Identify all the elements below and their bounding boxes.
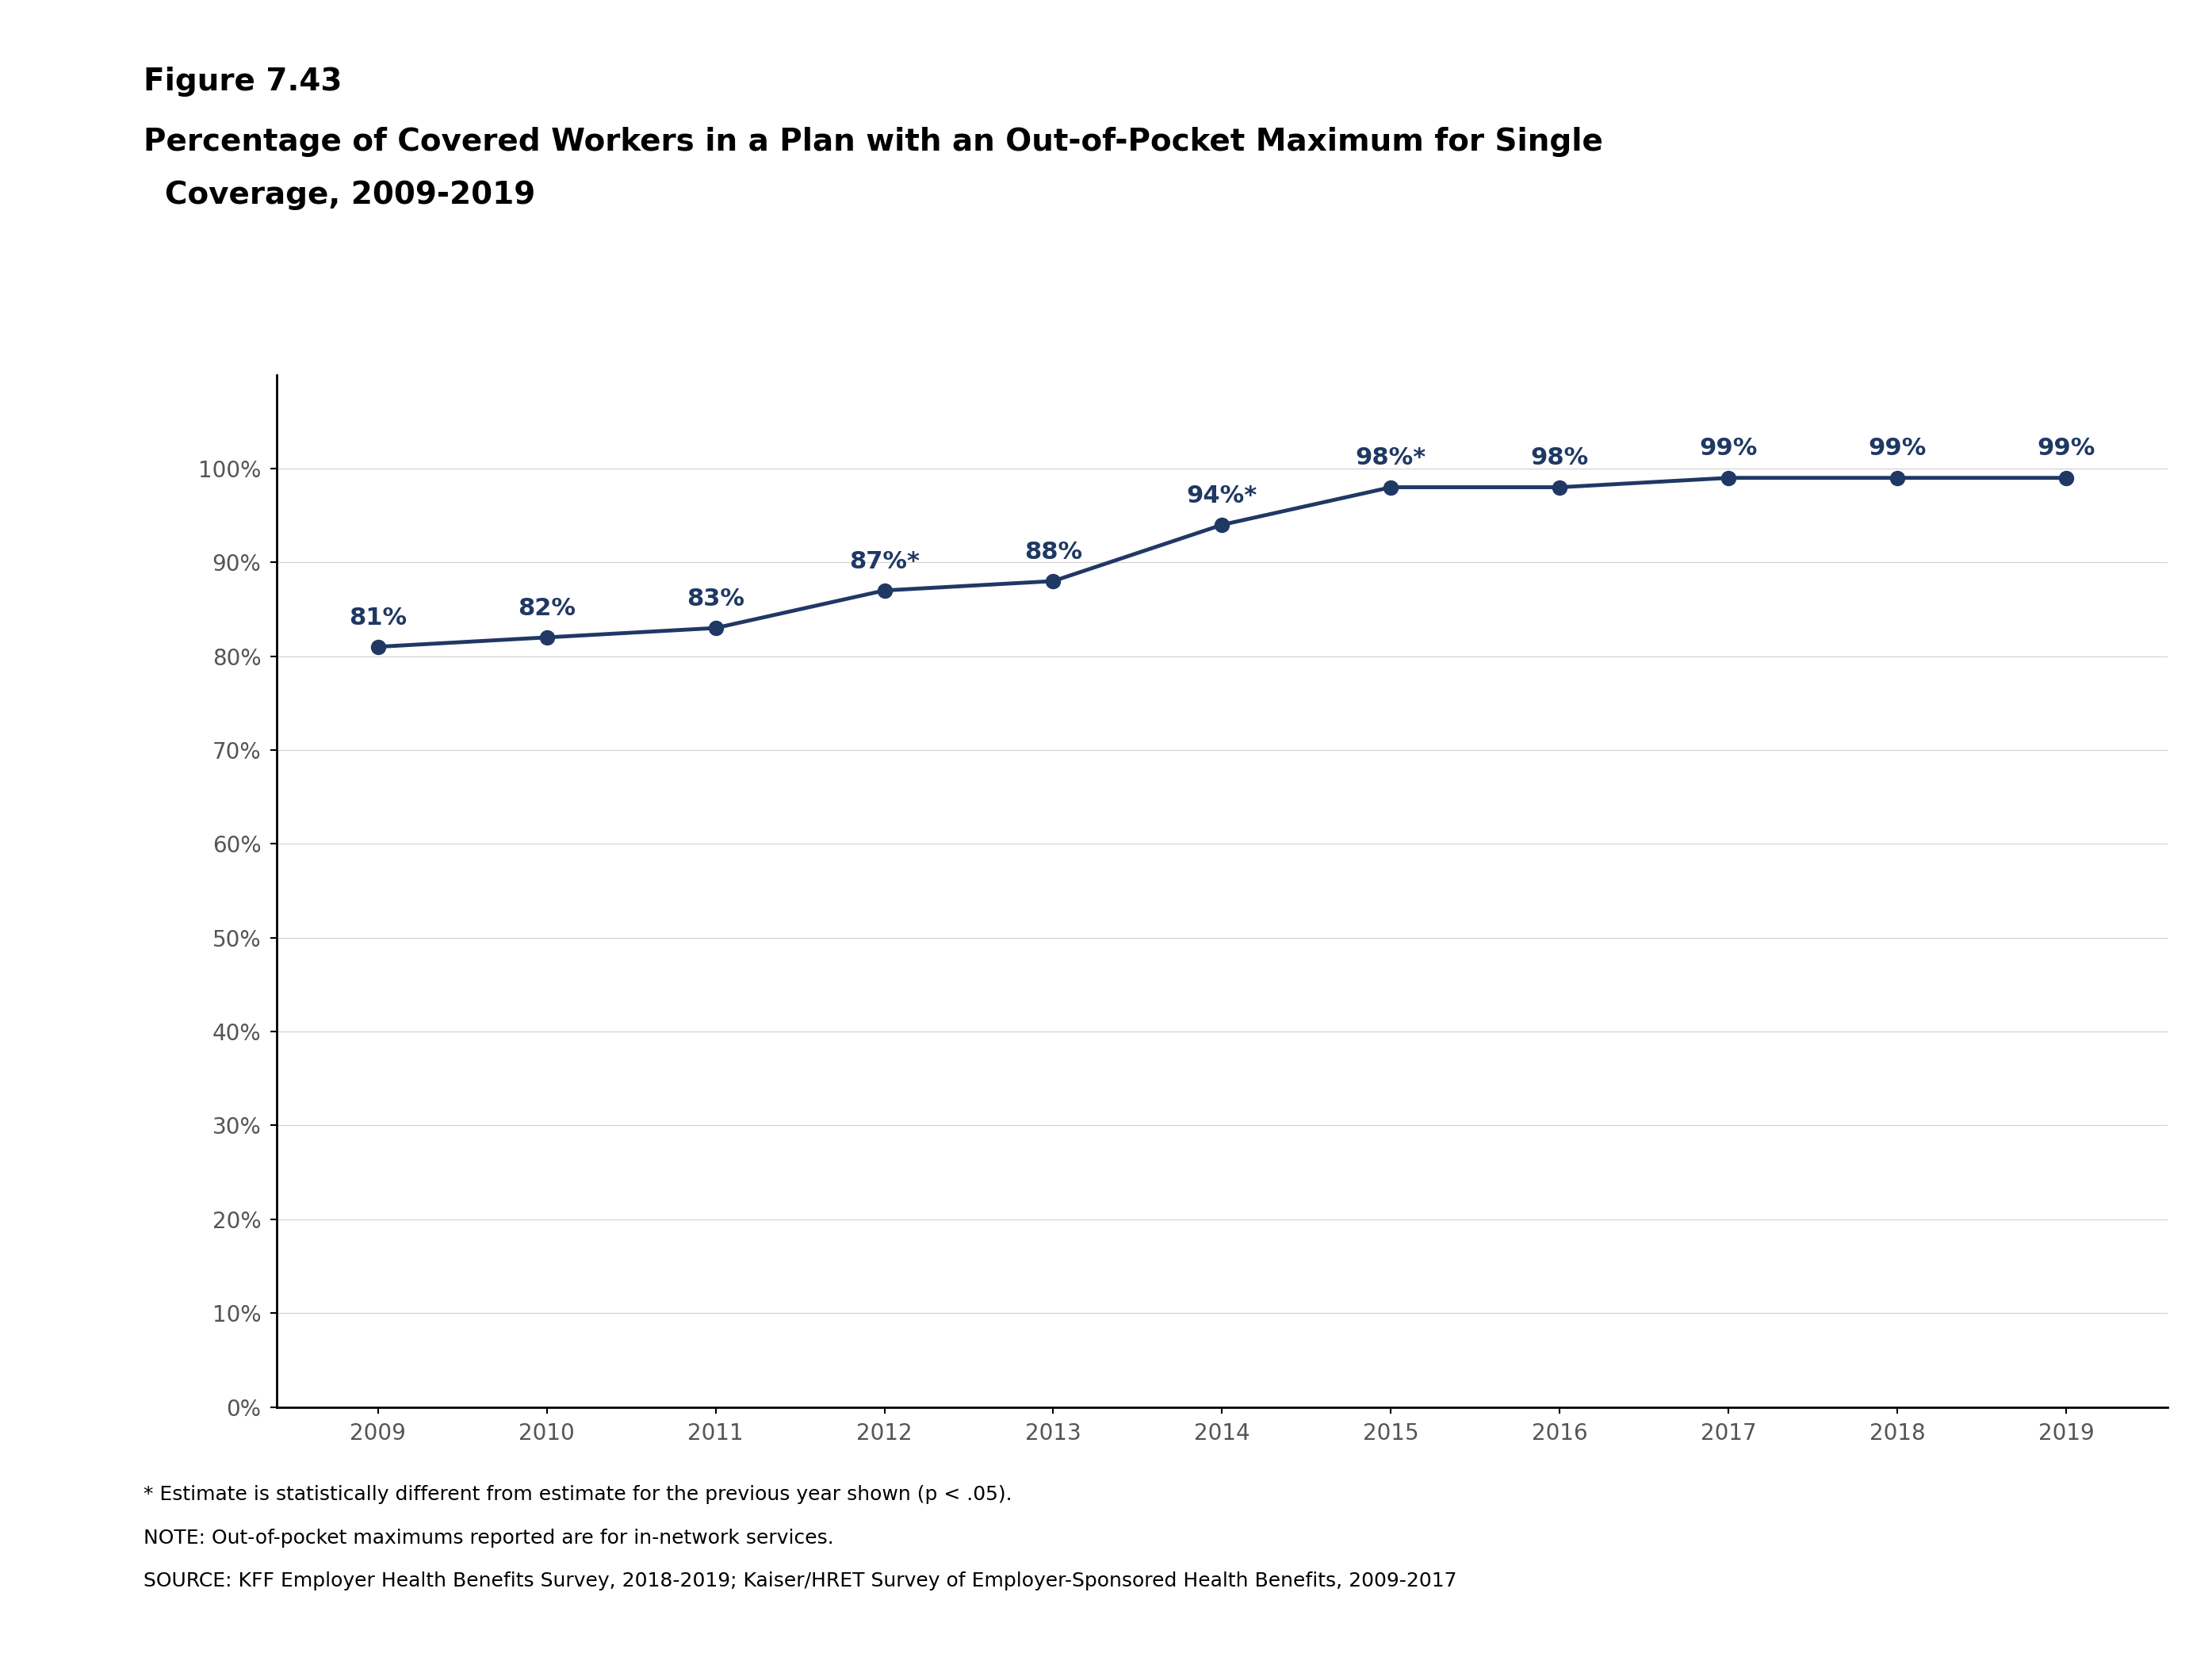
Text: 98%*: 98%* bbox=[1356, 446, 1427, 470]
Text: Percentage of Covered Workers in a Plan with an Out-of-Pocket Maximum for Single: Percentage of Covered Workers in a Plan … bbox=[144, 127, 1604, 157]
Text: Figure 7.43: Figure 7.43 bbox=[144, 67, 343, 97]
Text: 99%: 99% bbox=[2037, 438, 2095, 460]
Text: 98%: 98% bbox=[1531, 446, 1588, 470]
Text: NOTE: Out-of-pocket maximums reported are for in-network services.: NOTE: Out-of-pocket maximums reported ar… bbox=[144, 1528, 834, 1547]
Text: 82%: 82% bbox=[518, 596, 575, 619]
Text: 99%: 99% bbox=[1869, 438, 1927, 460]
Text: 87%*: 87%* bbox=[849, 549, 920, 573]
Text: Coverage, 2009-2019: Coverage, 2009-2019 bbox=[144, 180, 535, 210]
Text: 99%: 99% bbox=[1699, 438, 1759, 460]
Text: SOURCE: KFF Employer Health Benefits Survey, 2018-2019; Kaiser/HRET Survey of Em: SOURCE: KFF Employer Health Benefits Sur… bbox=[144, 1572, 1458, 1590]
Text: 94%*: 94%* bbox=[1188, 485, 1256, 508]
Text: 81%: 81% bbox=[349, 606, 407, 629]
Text: * Estimate is statistically different from estimate for the previous year shown : * Estimate is statistically different fr… bbox=[144, 1485, 1013, 1503]
Text: 88%: 88% bbox=[1024, 541, 1082, 563]
Text: 83%: 83% bbox=[686, 588, 745, 611]
